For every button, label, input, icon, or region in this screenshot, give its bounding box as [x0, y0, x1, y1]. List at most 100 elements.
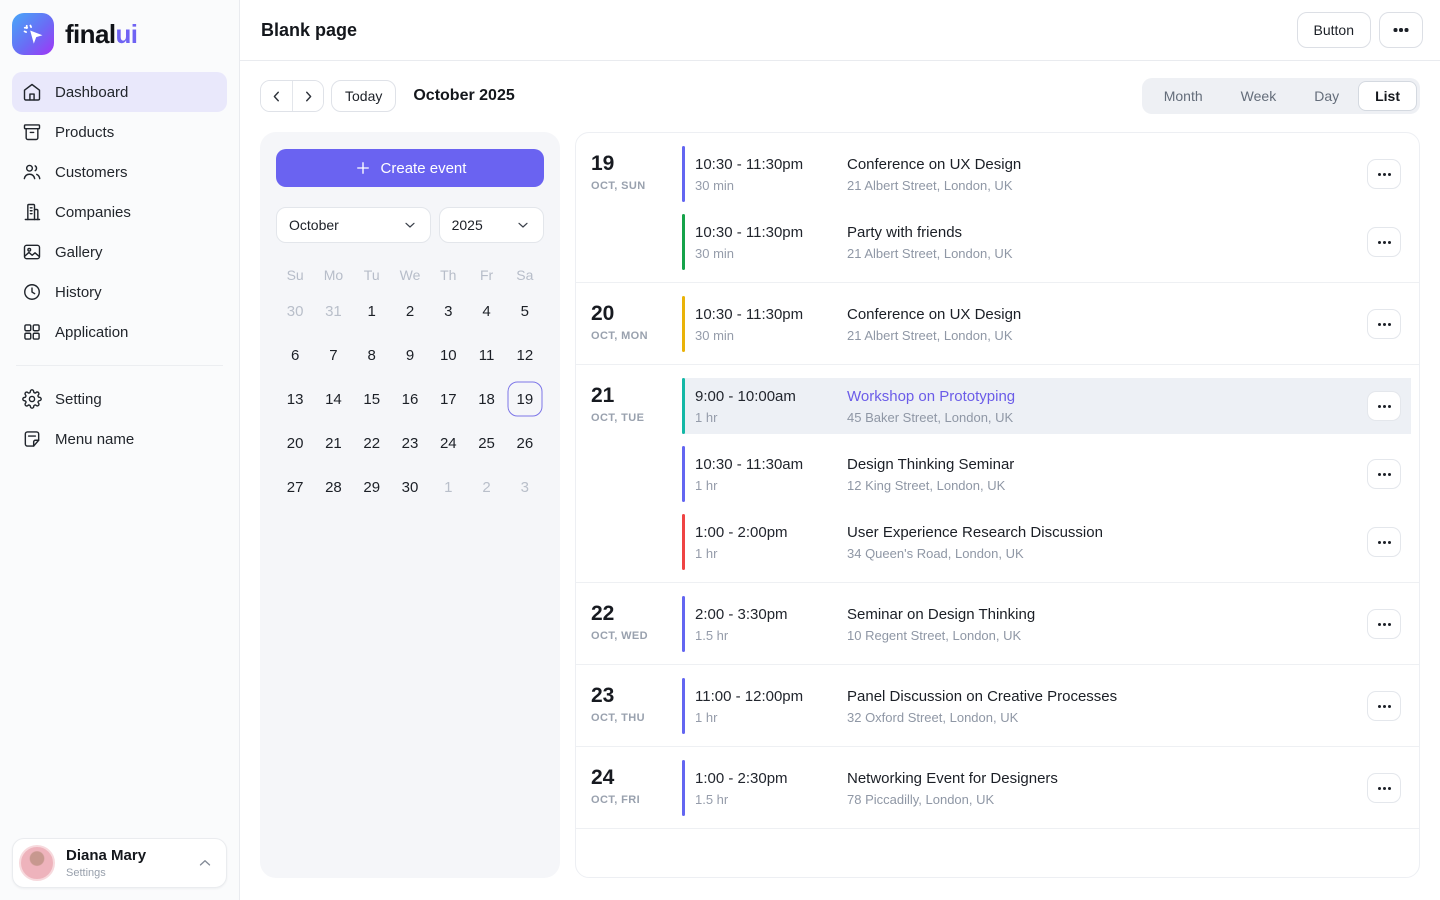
main-area: Blank page Button: [240, 0, 1440, 900]
month-select[interactable]: October: [276, 207, 431, 243]
calendar-day-19[interactable]: 19: [506, 377, 544, 421]
view-tab-day[interactable]: Day: [1295, 81, 1358, 111]
event-options-button[interactable]: [1367, 609, 1401, 639]
day-events: 10:30 - 11:30pm 30 min Conference on UX …: [682, 146, 1419, 270]
day-events: 11:00 - 12:00pm 1 hr Panel Discussion on…: [682, 678, 1419, 734]
event-color-bar: [682, 514, 685, 570]
event-day-group: 21 OCT, TUE 9:00 - 10:00am 1 hr Workshop…: [576, 364, 1419, 582]
calendar-day-10[interactable]: 10: [439, 346, 457, 364]
calendar-day-26[interactable]: 26: [516, 434, 534, 452]
calendar-day-9[interactable]: 9: [405, 346, 415, 364]
event-options-button[interactable]: [1367, 527, 1401, 557]
sidebar-item-setting[interactable]: Setting: [12, 379, 227, 419]
calendar-day-24[interactable]: 24: [439, 434, 457, 452]
calendar-day-2[interactable]: 2: [405, 302, 415, 320]
calendar-day-7[interactable]: 7: [329, 346, 338, 364]
calendar-day-4[interactable]: 4: [482, 302, 491, 320]
event-row[interactable]: 1:00 - 2:30pm 1.5 hr Networking Event fo…: [682, 760, 1411, 816]
user-profile-card[interactable]: Diana Mary Settings: [12, 838, 227, 888]
sidebar-item-history[interactable]: History: [12, 272, 227, 312]
event-row[interactable]: 2:00 - 3:30pm 1.5 hr Seminar on Design T…: [682, 596, 1411, 652]
event-color-bar: [682, 596, 685, 652]
view-tab-list[interactable]: List: [1358, 81, 1417, 111]
sidebar-item-customers[interactable]: Customers: [12, 152, 227, 192]
calendar-day-1[interactable]: 1: [367, 302, 376, 320]
header-button[interactable]: Button: [1296, 12, 1371, 48]
event-options-button[interactable]: [1367, 227, 1401, 257]
calendar-day-30-muted[interactable]: 30: [286, 302, 304, 320]
calendar-day-6[interactable]: 6: [290, 346, 300, 364]
event-options-button[interactable]: [1367, 159, 1401, 189]
event-location: 45 Baker Street, London, UK: [847, 409, 1014, 425]
calendar-day-29[interactable]: 29: [363, 478, 381, 496]
event-time: 1:00 - 2:00pm: [695, 523, 788, 541]
sidebar-item-companies[interactable]: Companies: [12, 192, 227, 232]
sidebar-item-application[interactable]: Application: [12, 312, 227, 352]
sidebar-item-menu-name[interactable]: Menu name: [12, 419, 227, 459]
view-tab-month[interactable]: Month: [1145, 81, 1222, 111]
event-options-button[interactable]: [1367, 691, 1401, 721]
event-row[interactable]: 10:30 - 11:30am 1 hr Design Thinking Sem…: [682, 446, 1411, 502]
calendar-day-17[interactable]: 17: [439, 390, 457, 408]
calendar-day-3-muted[interactable]: 3: [520, 478, 530, 496]
calendar-day-31-muted[interactable]: 31: [325, 302, 342, 320]
sidebar: finalui Dashboard Products Customers Com…: [0, 0, 240, 900]
previous-period-button[interactable]: [261, 81, 292, 111]
year-select[interactable]: 2025: [438, 207, 544, 243]
calendar-day-18[interactable]: 18: [478, 390, 495, 408]
page-title: Blank page: [261, 19, 358, 40]
create-event-button[interactable]: Create event: [276, 149, 544, 187]
calendar-day-21[interactable]: 21: [325, 434, 342, 452]
calendar-day-30[interactable]: 30: [401, 478, 419, 496]
calendar-day-16[interactable]: 16: [401, 390, 419, 408]
calendar-day-14[interactable]: 14: [325, 390, 342, 408]
next-period-button[interactable]: [292, 81, 323, 111]
event-day-group: 22 OCT, WED 2:00 - 3:30pm 1.5 hr Seminar…: [576, 582, 1419, 664]
calendar-day-13[interactable]: 13: [286, 390, 304, 408]
calendar-day-22[interactable]: 22: [363, 434, 381, 452]
calendar-day-25[interactable]: 25: [478, 434, 495, 452]
event-options-button[interactable]: [1367, 391, 1401, 421]
calendar-day-8[interactable]: 8: [367, 346, 376, 364]
calendar-day-28[interactable]: 28: [325, 478, 342, 496]
event-row[interactable]: 9:00 - 10:00am 1 hr Workshop on Prototyp…: [682, 378, 1411, 434]
sidebar-item-products[interactable]: Products: [12, 112, 227, 152]
page-header: Blank page Button: [240, 0, 1440, 61]
calendar-day-5[interactable]: 5: [520, 302, 530, 320]
calendar-day-2-muted[interactable]: 2: [482, 478, 491, 496]
event-row[interactable]: 11:00 - 12:00pm 1 hr Panel Discussion on…: [682, 678, 1411, 734]
calendar-day-23[interactable]: 23: [401, 434, 419, 452]
ellipsis-icon: [1382, 404, 1386, 408]
calendar-day-3[interactable]: 3: [444, 302, 453, 320]
event-location: 78 Piccadilly, London, UK: [847, 791, 995, 807]
calendar-day-15[interactable]: 15: [363, 390, 381, 408]
brand-logo[interactable]: finalui: [12, 13, 227, 72]
box-icon: [22, 122, 42, 142]
calendar-day-27[interactable]: 27: [286, 478, 304, 496]
sidebar-item-dashboard[interactable]: Dashboard: [12, 72, 227, 112]
calendar-day-20[interactable]: 20: [286, 434, 304, 452]
users-icon: [22, 162, 42, 182]
event-title: Design Thinking Seminar: [847, 455, 1015, 473]
event-row[interactable]: 10:30 - 11:30pm 30 min Party with friend…: [682, 214, 1411, 270]
event-options-button[interactable]: [1367, 773, 1401, 803]
event-options-button[interactable]: [1367, 459, 1401, 489]
today-button[interactable]: Today: [331, 80, 397, 112]
event-row[interactable]: 10:30 - 11:30pm 30 min Conference on UX …: [682, 296, 1411, 352]
chevron-left-icon: [268, 88, 285, 105]
view-tab-week[interactable]: Week: [1222, 81, 1296, 111]
calendar-day-11[interactable]: 11: [478, 346, 495, 364]
event-time: 1:00 - 2:30pm: [695, 769, 788, 787]
sidebar-item-gallery[interactable]: Gallery: [12, 232, 227, 272]
event-time: 10:30 - 11:30pm: [695, 155, 804, 173]
header-more-button[interactable]: [1379, 12, 1423, 48]
event-groups: 19 OCT, SUN 10:30 - 11:30pm 30 min Confe…: [576, 133, 1419, 828]
day-number: 19: [591, 152, 615, 175]
calendar-day-1-muted[interactable]: 1: [444, 478, 453, 496]
event-row[interactable]: 1:00 - 2:00pm 1 hr User Experience Resea…: [682, 514, 1411, 570]
grid-icon: [22, 322, 42, 342]
event-duration: 1 hr: [695, 477, 718, 493]
event-options-button[interactable]: [1367, 309, 1401, 339]
calendar-day-12[interactable]: 12: [516, 346, 534, 364]
event-row[interactable]: 10:30 - 11:30pm 30 min Conference on UX …: [682, 146, 1411, 202]
